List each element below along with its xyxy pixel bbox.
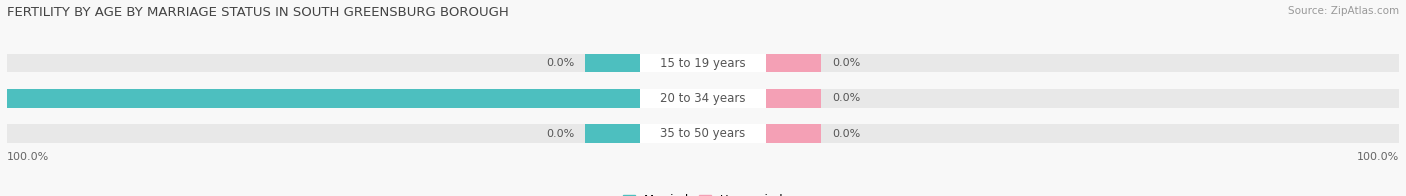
Text: 0.0%: 0.0% (546, 58, 574, 68)
Legend: Married, Unmarried: Married, Unmarried (619, 189, 787, 196)
Bar (585, 54, 640, 73)
Text: 0.0%: 0.0% (832, 58, 860, 68)
Text: Source: ZipAtlas.com: Source: ZipAtlas.com (1288, 6, 1399, 16)
Bar (585, 89, 640, 108)
Text: 0.0%: 0.0% (546, 129, 574, 139)
Text: 0.0%: 0.0% (832, 129, 860, 139)
Bar (766, 124, 821, 143)
Text: FERTILITY BY AGE BY MARRIAGE STATUS IN SOUTH GREENSBURG BOROUGH: FERTILITY BY AGE BY MARRIAGE STATUS IN S… (7, 6, 509, 19)
Bar (640, 89, 766, 108)
Bar (7, 89, 1399, 108)
Bar (766, 89, 821, 108)
Bar (585, 124, 640, 143)
Text: 15 to 19 years: 15 to 19 years (661, 57, 745, 70)
Text: 35 to 50 years: 35 to 50 years (661, 127, 745, 140)
Text: 100.0%: 100.0% (1357, 152, 1399, 162)
Text: 20 to 34 years: 20 to 34 years (661, 92, 745, 105)
Bar (7, 54, 1399, 73)
Text: 0.0%: 0.0% (832, 93, 860, 103)
Bar (640, 124, 766, 143)
Bar (7, 89, 640, 108)
Bar (7, 124, 1399, 143)
Text: 100.0%: 100.0% (7, 152, 49, 162)
Bar (766, 54, 821, 73)
Bar (640, 54, 766, 73)
